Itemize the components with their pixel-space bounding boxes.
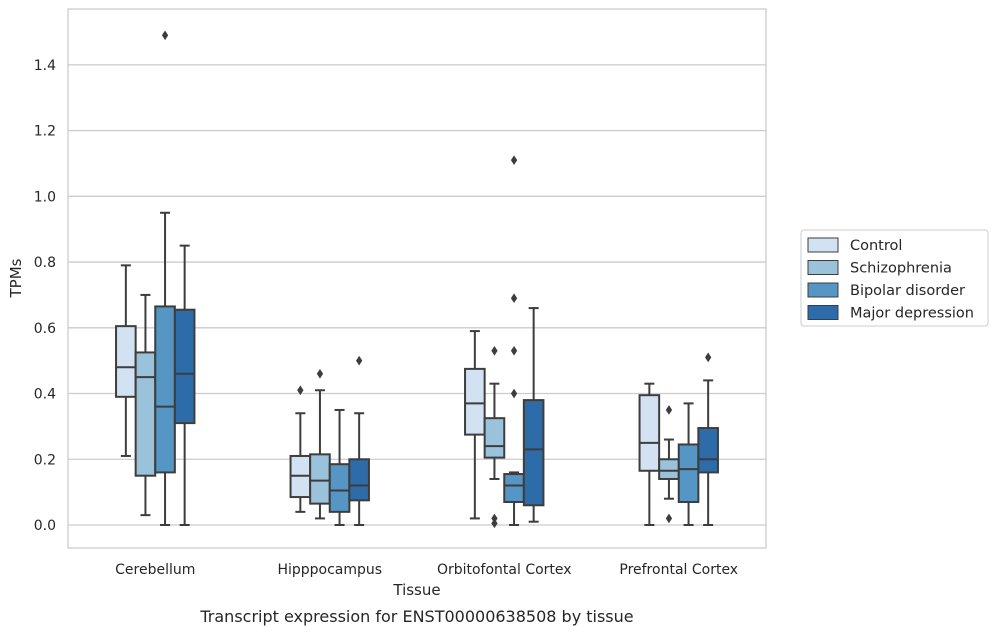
iqr-box xyxy=(658,458,680,480)
iqr-box xyxy=(154,305,176,474)
box-orbitofontal-cortex-control xyxy=(464,330,486,520)
legend-item-control: Control xyxy=(807,237,902,254)
x-tick-label: Cerebellum xyxy=(115,562,195,578)
y-tick-label: 0.0 xyxy=(34,518,56,534)
series-bipolar-disorder xyxy=(154,30,700,526)
box-prefrontal-cortex-schizophrenia xyxy=(658,405,680,524)
legend-label: Control xyxy=(850,238,902,254)
outlier-point xyxy=(316,368,324,379)
iqr-box xyxy=(638,394,661,472)
legend-item-schizophrenia: Schizophrenia xyxy=(807,260,952,277)
legend-label: Major depression xyxy=(850,306,974,322)
outlier-point xyxy=(665,405,673,415)
outlier-point xyxy=(491,513,498,524)
iqr-box xyxy=(115,325,137,398)
y-tick-label: 0.2 xyxy=(34,452,56,468)
iqr-box xyxy=(483,417,506,459)
legend-frame xyxy=(800,229,989,327)
outlier-point xyxy=(297,385,304,396)
iqr-box xyxy=(677,443,700,503)
y-axis-tick-labels: 0.0 0.2 0.4 0.6 0.8 1.0 1.2 1.4 xyxy=(34,58,56,534)
y-tick-label: 0.8 xyxy=(34,255,56,271)
outlier-point xyxy=(665,513,673,524)
outlier-point xyxy=(510,388,518,399)
box-prefrontal-cortex-control xyxy=(638,382,661,526)
iqr-box xyxy=(173,308,196,425)
outlier-point xyxy=(510,345,518,356)
x-tick-label: Orbitofontal Cortex xyxy=(437,562,572,578)
outlier-point xyxy=(161,30,169,41)
x-tick-label: Prefrontal Cortex xyxy=(619,562,738,578)
series-schizophrenia xyxy=(134,293,680,529)
legend-swatch xyxy=(807,305,839,320)
iqr-box xyxy=(134,351,157,477)
legend-label: Bipolar disorder xyxy=(850,283,965,299)
y-tick-label: 1.0 xyxy=(34,189,56,205)
legend-swatch xyxy=(807,237,839,253)
iqr-box xyxy=(522,399,545,507)
y-tick-label: 0.6 xyxy=(34,321,56,337)
outlier-point xyxy=(356,355,363,366)
plot-area-frame xyxy=(67,8,767,549)
legend-item-major-depression: Major depression xyxy=(807,305,974,322)
box-cerebellum-control xyxy=(115,264,137,457)
chart-caption: Transcript expression for ENST0000063850… xyxy=(199,607,633,626)
outlier-point xyxy=(510,293,518,304)
legend-swatch xyxy=(807,282,839,298)
box-prefrontal-cortex-major-depression xyxy=(697,352,719,526)
box-orbitofontal-cortex-schizophrenia xyxy=(483,345,506,529)
outlier-point xyxy=(510,155,518,166)
y-tick-label: 0.4 xyxy=(34,387,56,403)
legend-swatch xyxy=(807,260,839,275)
box-cerebellum-major-depression xyxy=(173,244,196,526)
outlier-point xyxy=(705,352,712,363)
legend: Control Schizophrenia Bipolar disorder Majo… xyxy=(800,229,989,327)
box-hipppocampus-major-depression xyxy=(348,355,370,526)
x-axis-tick-labels: Cerebellum Hipppocampus Orbitofontal Corte… xyxy=(115,562,738,578)
iqr-box xyxy=(348,458,370,502)
box-series xyxy=(115,30,719,529)
legend-item-bipolar-disorder: Bipolar disorder xyxy=(807,282,965,299)
x-tick-label: Hipppocampus xyxy=(277,562,382,578)
iqr-box xyxy=(328,463,351,513)
y-tick-label: 1.2 xyxy=(34,124,56,140)
x-axis-title: Tissue xyxy=(392,581,440,599)
box-orbitofontal-cortex-major-depression xyxy=(522,307,545,523)
iqr-box xyxy=(697,427,719,474)
legend-label: Schizophrenia xyxy=(850,261,952,277)
iqr-box xyxy=(503,473,525,503)
y-axis-title: TPMs xyxy=(7,258,25,298)
box-hipppocampus-schizophrenia xyxy=(309,368,331,520)
outlier-point xyxy=(491,518,498,529)
y-tick-label: 1.4 xyxy=(34,58,56,74)
series-major-depression xyxy=(173,244,719,526)
outlier-point xyxy=(491,345,498,356)
series-control xyxy=(115,264,661,526)
iqr-box xyxy=(464,367,486,436)
iqr-box xyxy=(309,453,331,505)
